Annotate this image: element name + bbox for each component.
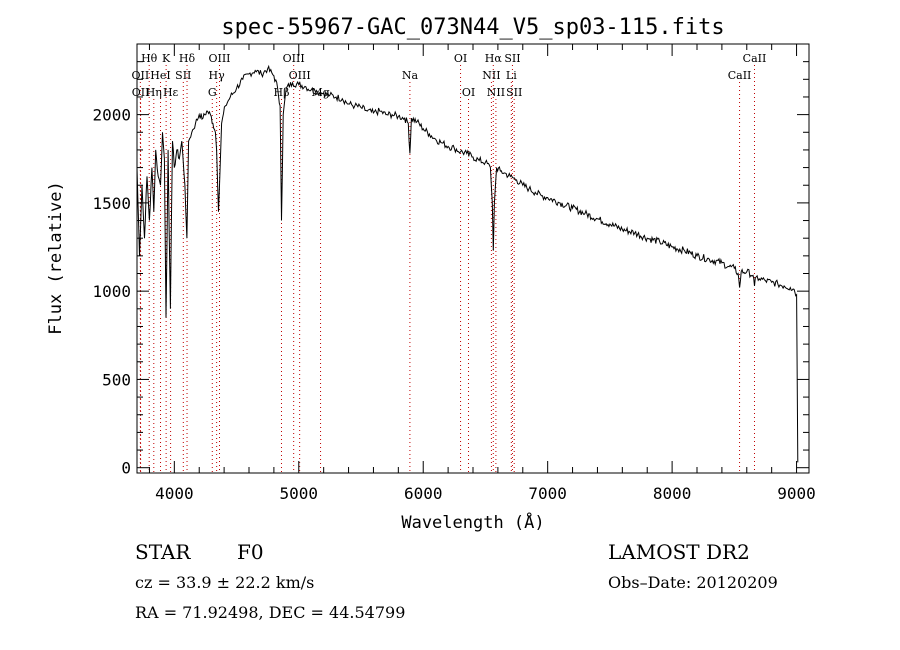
line-marker-label: OIII: [289, 69, 311, 82]
y-axis-label: Flux (relative): [46, 181, 66, 335]
x-tick-label: 8000: [653, 484, 692, 503]
y-tick-label: 0: [121, 459, 131, 478]
line-marker-label: Li: [506, 69, 517, 82]
line-marker-label: OII: [132, 69, 150, 82]
x-tick-label: 6000: [404, 484, 443, 503]
line-marker-label: HeI: [150, 69, 170, 82]
line-marker-label: Hε: [163, 86, 179, 99]
coordinates-text: RA = 71.92498, DEC = 44.54799: [135, 603, 406, 622]
line-marker-label: SII: [504, 52, 520, 65]
spectrum-series-line: [136, 64, 799, 463]
x-axis-label: Wavelength (Å): [401, 511, 544, 533]
line-marker-label: Hγ: [209, 69, 226, 82]
line-marker-label: OII: [132, 86, 150, 99]
y-tick-label: 1000: [92, 282, 131, 301]
line-marker-label: K: [162, 52, 171, 65]
line-marker-label: OIII: [208, 52, 230, 65]
line-marker-label: NII: [482, 69, 500, 82]
object-class: STAR: [135, 540, 191, 564]
line-marker-label: OI: [454, 52, 467, 65]
line-marker-label: Hα: [485, 52, 503, 65]
x-tick-label: 4000: [155, 484, 194, 503]
redshift-text: cz = 33.9 ± 22.2 km/s: [135, 573, 315, 592]
obs-date-text: Obs–Date: 20120209: [608, 573, 778, 592]
line-marker-label: Hδ: [179, 52, 196, 65]
line-marker-label: SII: [506, 86, 522, 99]
y-tick-label: 1500: [92, 194, 131, 213]
chart-title: spec-55967-GAC_073N44_V5_sp03-115.fits: [221, 15, 724, 40]
spectral-subclass: F0: [237, 540, 264, 564]
line-marker-label: SII: [175, 69, 191, 82]
x-tick-label: 9000: [777, 484, 816, 503]
line-marker-label: NII: [487, 86, 505, 99]
line-marker-label: Na: [402, 69, 419, 82]
line-marker-label: OIII: [283, 52, 305, 65]
line-marker-label: CaII: [728, 69, 752, 82]
axes: 4000 5000 6000 7000 8000 9000 0 500 1000 1500 2000: [92, 44, 816, 503]
x-tick-label: 5000: [280, 484, 319, 503]
survey-name: LAMOST DR2: [608, 540, 750, 564]
line-marker-label: Hβ: [274, 86, 290, 99]
x-tick-label: 7000: [528, 484, 567, 503]
line-marker-label: G: [208, 86, 217, 99]
line-marker-label: Hθ: [141, 52, 158, 65]
y-tick-label: 500: [102, 370, 131, 389]
line-marker-label: OI: [462, 86, 475, 99]
line-marker-label: CaII: [743, 52, 767, 65]
line-marker-label: Hη: [146, 86, 162, 99]
y-tick-label: 2000: [92, 106, 131, 125]
line-marker-label: Mg: [311, 86, 329, 99]
